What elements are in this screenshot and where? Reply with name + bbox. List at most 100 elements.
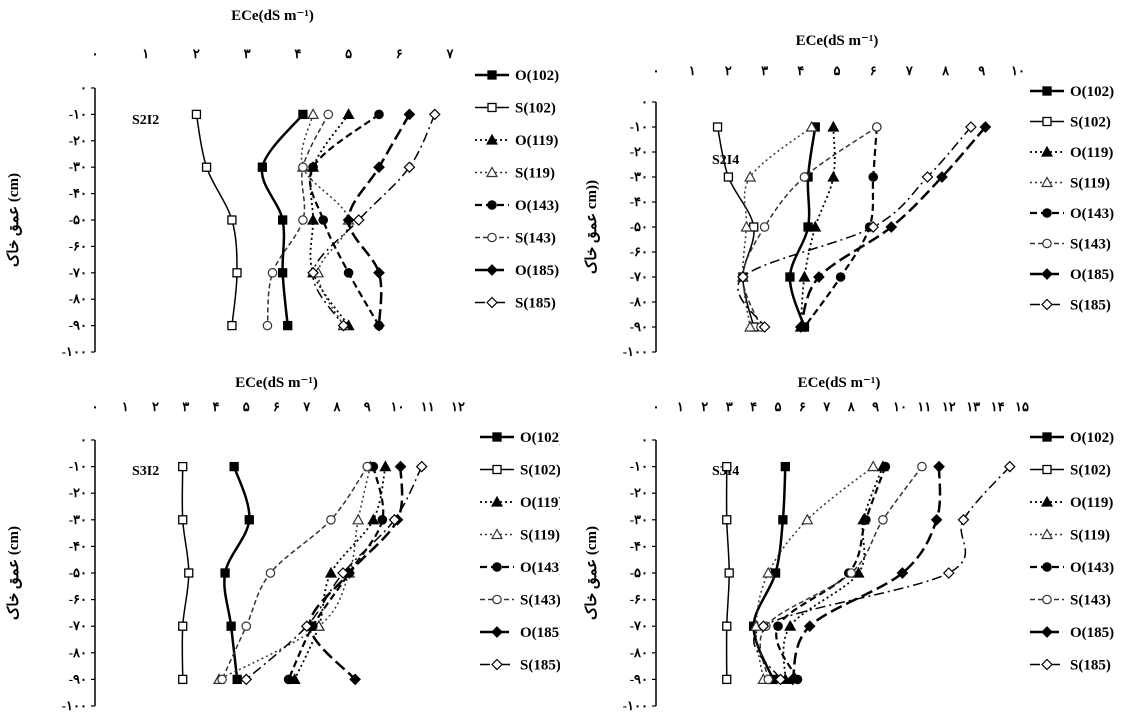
x-tick-label: ۳	[761, 63, 768, 78]
data-point-o143	[377, 515, 388, 525]
legend-label: O(102)	[515, 68, 559, 84]
data-point-s185	[757, 620, 770, 633]
legend-item-o143: O(143)	[1030, 206, 1114, 222]
y-tick-label: -۲۰	[69, 485, 87, 500]
data-point-o119	[798, 270, 811, 282]
data-point-s143	[323, 109, 334, 120]
y-tick-label: -۶۰	[630, 244, 648, 259]
y-tick-label: -۴۰	[630, 538, 648, 553]
x-tick-label: ۱۴	[991, 399, 1005, 414]
data-point-o119	[324, 566, 337, 578]
legend-label: S(119)	[1070, 528, 1110, 544]
panel-label: S2I2	[132, 113, 159, 128]
data-point-s119	[744, 170, 757, 182]
y-tick-label: -۲۰	[69, 133, 87, 148]
x-axis-title: ECe(dS m⁻¹)	[798, 375, 881, 391]
y-tick-label: -۹۰	[630, 671, 648, 686]
data-point-o185	[896, 567, 909, 579]
legend-marker	[492, 432, 502, 442]
legend-item-s119: S(119)	[1030, 528, 1110, 544]
data-point-o119	[367, 513, 380, 525]
y-tick-label: -۹۰	[630, 319, 648, 334]
y-tick-label: -۸۰	[69, 291, 87, 306]
data-point-s119	[762, 566, 775, 578]
data-point-o119	[852, 566, 865, 578]
legend-item-s143: S(143)	[480, 593, 561, 609]
y-tick-label: -۷۰	[630, 269, 648, 284]
data-point-s185	[957, 513, 970, 526]
y-tick-label: -۵۰	[69, 212, 87, 227]
x-tick-label: ۱۱	[421, 399, 435, 414]
data-point-s119	[744, 320, 757, 332]
legend-marker	[1042, 116, 1052, 127]
series-s185	[240, 460, 428, 686]
y-tick-label: ۰	[80, 80, 87, 95]
y-tick-label: ۰	[641, 432, 648, 447]
legend-marker	[1042, 208, 1052, 218]
data-point-s119	[867, 460, 880, 472]
data-point-o143	[283, 674, 294, 685]
legend-marker	[490, 495, 504, 507]
series-line-o143	[308, 113, 380, 327]
y-tick-label: -۱۰	[69, 106, 87, 121]
data-point-o102	[780, 461, 790, 472]
series-line-o185	[791, 466, 942, 680]
legend-marker	[1042, 562, 1052, 572]
y-tick-label: -۱۰۰	[62, 698, 87, 713]
x-tick-label: ۶	[273, 399, 280, 414]
data-point-s143	[298, 215, 308, 225]
legend-label: O(119)	[515, 133, 558, 149]
data-point-s143	[262, 320, 273, 331]
chart-panel-s3i4: ECe(dS m⁻¹) ۰ ۱ ۲ ۳ ۴ ۵ ۶ ۷ ۸ ۹ ۱۰ ۱۱ ۱۲ ۱۳ ۱۴ ۱۵ ۰ -۱۰ -۲۰…	[568, 358, 1137, 713]
data-point-s102	[178, 515, 188, 525]
chart-panel-s2i4: ECe(dS m⁻¹) ۰ ۱ ۲ ۳ ۴ ۵ ۶ ۷ ۸ ۹ ۱۰ ۰ -۱۰ -۲۰ -۳۰ -۴۰ -۵۰ -…	[568, 0, 1137, 359]
y-tick-label: -۷۰	[69, 618, 87, 633]
legend-label: O(185)	[1070, 625, 1114, 641]
data-point-s185	[965, 121, 977, 133]
legend-label: O(185)	[515, 263, 559, 279]
series-o185	[342, 108, 416, 332]
y-tick-label: -۱۰۰	[62, 344, 87, 356]
data-point-o143	[308, 162, 318, 172]
y-tick-label: -۹۰	[69, 671, 87, 686]
data-point-o185	[373, 161, 385, 174]
x-tick-label: ۹	[978, 63, 985, 78]
series-line-o143	[287, 466, 385, 680]
data-point-o185	[403, 108, 416, 121]
series-line-s143	[221, 466, 368, 680]
data-point-o143	[374, 109, 384, 120]
legend-label: O(102)	[520, 430, 560, 446]
legend-item-o102: O(102)	[475, 68, 559, 84]
series-s185	[307, 108, 441, 332]
y-tick-label: -۶۰	[69, 592, 87, 607]
legend-marker	[490, 528, 504, 540]
data-point-s185	[737, 271, 749, 283]
data-point-s143	[265, 568, 276, 578]
y-tick-label: -۸۰	[630, 294, 648, 309]
legend-label: O(119)	[1070, 145, 1113, 161]
legend-label: O(143)	[1070, 206, 1114, 222]
data-point-s143	[326, 515, 336, 525]
x-axis-title: ECe(dS m⁻¹)	[796, 33, 879, 49]
x-tick-label: ۱۰	[391, 399, 405, 414]
x-tick-label: ۱	[677, 399, 684, 414]
data-point-o185	[342, 214, 355, 226]
data-point-s102	[712, 122, 723, 132]
legend-marker	[486, 264, 498, 276]
data-point-s102	[227, 320, 237, 331]
x-axis-title: ECe(dS m⁻¹)	[235, 375, 318, 391]
legend-item-o143: O(143)	[475, 198, 559, 214]
chart-svg: ECe(dS m⁻¹)۰ ۱ ۲ ۳ ۴ ۵ ۶ ۷ ۸ ۹ ۱۰ ۱۱ ۱۲۰-۱۰-۲۰-۳۰-۴۰…	[6, 375, 564, 713]
data-point-s119	[801, 513, 814, 525]
legend-marker	[1040, 145, 1054, 157]
legend-label: S(185)	[1070, 658, 1111, 674]
legend-marker	[491, 626, 503, 638]
legend-marker	[487, 102, 497, 113]
legend-marker	[492, 562, 502, 572]
chart-panel-s3i2: ECe(dS m⁻¹) ۰ ۱ ۲ ۳ ۴ ۵ ۶ ۷ ۸ ۹ ۱۰ ۱۱ ۱۲ ۰ -۱۰ -۲۰ -۳۰ -۴۰…	[0, 358, 564, 713]
legend-item-o143: O(143)	[480, 560, 564, 576]
y-tick-label: -۸۰	[630, 645, 648, 660]
y-axis-title: عمق خاک (cm)	[584, 526, 600, 620]
legend-item-o185: O(185)	[1030, 267, 1114, 283]
legend-marker	[1042, 238, 1052, 249]
